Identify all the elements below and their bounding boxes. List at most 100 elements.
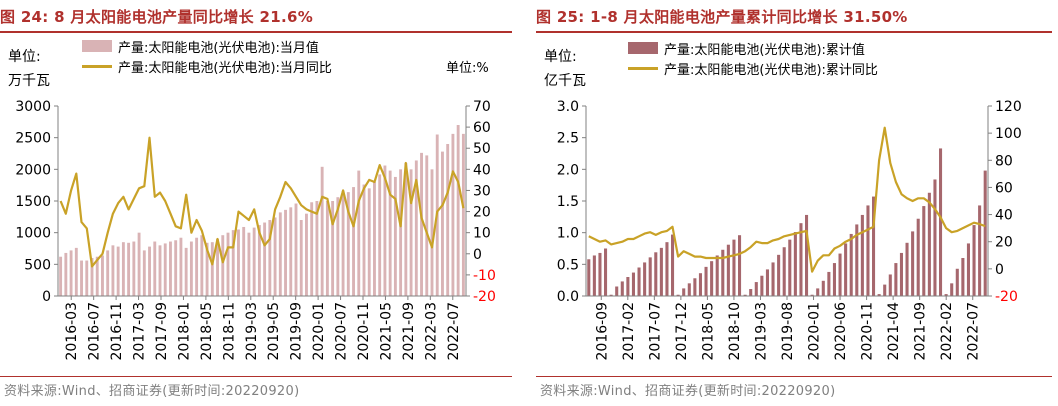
bar-2022-04 [961,258,965,296]
legend: 产量:太阳能电池(光伏电池):当月值 产量:太阳能电池(光伏电池):当月同比 [82,36,332,76]
bar-2021-07 [393,176,397,296]
bar-2017-10 [158,245,162,296]
bar-2020-10 [346,192,350,296]
right-tick-label: 0 [473,247,482,263]
yoy-line [588,126,986,273]
bar-2019-08 [273,217,277,296]
bar-2018-06 [704,266,708,296]
bar-2017-01 [609,294,613,296]
bar-2019-04 [760,275,764,296]
bar-2017-09 [153,241,157,296]
bar-2017-02 [116,246,120,296]
left-tick-label: 2.5 [557,131,579,147]
bar-2017-05 [132,241,136,296]
x-tick-label: 2019-09 [289,302,305,361]
bar-2019-06 [263,222,267,296]
unit-value: 万千瓦 [8,73,50,89]
chart-title: 图 25: 1-8 月太阳能电池产量累计同比增长 31.50% [536,8,908,26]
bar-2017-02 [615,286,619,296]
bar-2018-11 [732,239,736,296]
bar-2022-06 [451,133,455,296]
bar-2018-10 [726,244,730,296]
legend-line-swatch [82,64,112,68]
bar-2021-12 [939,148,943,296]
right-chart-panel: 图 25: 1-8 月太阳能电池产量累计同比增长 31.50% 单位: 亿千瓦 … [536,0,1056,406]
left-tick-label: 2000 [15,162,51,178]
bar-2019-03 [754,282,758,296]
x-tick-label: 2018-11 [221,302,237,361]
bar-2016-07 [80,260,83,296]
x-tick-label: 2018-05 [199,302,215,361]
x-tick-label: 2021-05 [378,302,394,361]
bar-2022-08 [983,170,987,296]
x-tick-label: 2019-03 [244,302,260,361]
bar-2017-09 [654,252,658,296]
x-tick-label: 2022-07 [966,302,982,361]
bar-2018-09 [216,239,219,296]
legend-bar-label: 产量:太阳能电池(光伏电池):当月值 [118,40,319,56]
bar-2016-04 [64,252,68,296]
chart-title: 图 24: 8 月太阳能电池产量同比增长 21.6% [0,8,314,26]
bar-2016-05 [69,250,73,296]
bar-2018-02 [179,237,183,296]
bar-2019-07 [268,220,272,296]
bar-2019-10 [284,209,287,296]
bar-2020-11 [352,187,355,296]
bar-2022-05 [446,144,450,296]
source-rule [536,376,1052,377]
bar-2018-05 [698,273,702,296]
bar-2019-05 [257,225,261,296]
bar-2020-01 [810,294,814,296]
bar-2021-08 [916,218,920,296]
unit-label: 单位: [544,49,577,65]
left-tick-label: 2500 [15,131,51,147]
left-tick-label: 0.5 [557,257,579,273]
bar-2022-04 [441,151,444,296]
left-tick-label: 2.0 [557,162,579,178]
left-tick-label: 3.0 [557,99,579,115]
bar-2020-06 [325,201,329,296]
bar-2021-04 [894,263,898,296]
bar-2020-07 [844,243,848,296]
bar-2016-03 [59,256,63,296]
x-tick-label: 2017-02 [621,302,637,361]
bar-2018-03 [687,283,691,296]
bar-2020-04 [827,271,831,296]
bar-2019-03 [247,232,251,296]
x-tick-label: 2020-11 [860,302,876,361]
x-tick-label: 2020-01 [311,302,327,361]
x-tick-label: 2021-09 [913,302,929,361]
bar-2020-12 [357,170,361,296]
left-tick-label: 1500 [15,194,51,210]
bar-2016-06 [74,247,78,296]
x-tick-label: 2018-01 [176,302,192,361]
bar-2017-01 [111,245,115,296]
right-axis-unit: 单位:% [446,61,489,76]
bar-2016-12 [604,248,608,296]
x-tick-label: 2017-09 [154,302,170,361]
bar-2018-03 [184,247,188,296]
bar-2020-05 [320,166,324,296]
left-tick-label: 1000 [15,226,51,242]
bar-2021-07 [911,231,915,296]
x-tick-label: 2019-05 [266,302,282,361]
bar-2019-12 [805,214,809,296]
bar-2020-07 [331,201,335,296]
bar-2020-01 [299,220,303,296]
bar-2021-05 [383,165,387,296]
bar-2022-06 [972,225,976,296]
bar-2016-12 [106,250,110,296]
x-tick-label: 2016-09 [594,302,610,361]
bar-2018-09 [721,249,725,296]
bar-2021-09 [922,206,926,296]
bar-2020-05 [832,263,836,296]
legend-entry-bar: 产量:太阳能电池(光伏电池):当月值 [82,36,332,56]
bar-2020-06 [838,253,842,296]
bar-2020-09 [341,190,345,296]
x-tick-label: 2020-11 [356,302,372,361]
left-chart-panel: 图 24: 8 月太阳能电池产量同比增长 21.6% 单位: 万千瓦 产量:太阳… [0,0,520,406]
bar-2020-04 [315,201,319,296]
source-note: 资料来源:Wind、招商证券(更新时间:20220920) [540,384,836,399]
x-tick-label: 2017-07 [647,302,663,361]
bar-2016-10 [592,255,596,296]
